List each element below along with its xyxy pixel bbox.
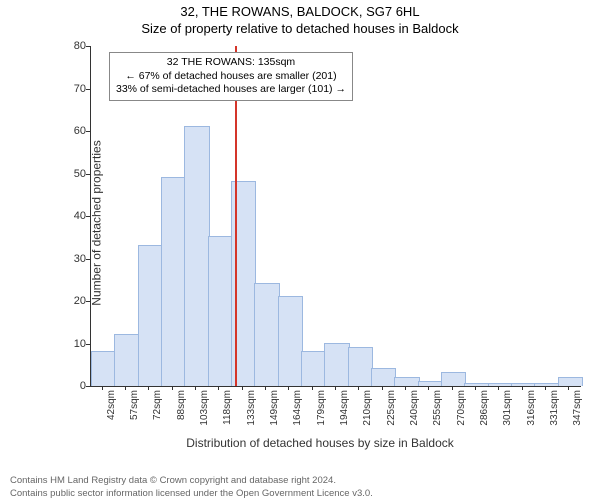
page-title-sub: Size of property relative to detached ho… [0,21,600,36]
x-axis-label: Distribution of detached houses by size … [60,436,580,450]
histogram-bar [138,245,163,386]
x-tick-label: 225sqm [386,390,397,426]
histogram-bar [558,377,583,387]
x-tick-label: 42sqm [106,390,117,420]
y-tick-label: 0 [62,380,86,392]
histogram-bar [208,236,233,386]
x-tick-label: 347sqm [572,390,583,426]
histogram-bar [441,372,466,386]
x-tick-label: 316sqm [526,390,537,426]
y-tick-label: 60 [62,125,86,137]
histogram-bar [324,343,349,387]
histogram-bar [161,177,186,386]
plot-area: 32 THE ROWANS: 135sqm← 67% of detached h… [90,46,581,387]
x-tick-label: 133sqm [246,390,257,426]
x-tick-label: 255sqm [432,390,443,426]
footer-line1: Contains HM Land Registry data © Crown c… [10,475,373,487]
histogram-bar [418,381,443,386]
footer-credits: Contains HM Land Registry data © Crown c… [10,475,373,500]
histogram-bar [394,377,419,387]
y-tick-label: 50 [62,168,86,180]
x-tick-label: 210sqm [362,390,373,426]
y-tick-label: 40 [62,210,86,222]
x-tick-label: 57sqm [129,390,140,420]
y-tick-label: 30 [62,253,86,265]
histogram-bar [254,283,279,386]
histogram-bar [488,383,513,386]
histogram-bar [114,334,139,386]
y-tick-label: 70 [62,83,86,95]
x-tick-label: 270sqm [456,390,467,426]
y-tick-label: 10 [62,338,86,350]
histogram-bar [371,368,396,386]
x-tick-label: 118sqm [222,390,233,425]
histogram-bar [184,126,209,386]
x-tick-label: 164sqm [292,390,303,426]
y-tick-label: 20 [62,295,86,307]
histogram-chart: Number of detached properties 32 THE ROW… [60,46,580,416]
histogram-bar [348,347,373,386]
x-tick-label: 149sqm [269,390,280,426]
x-tick-label: 286sqm [479,390,490,426]
annotation-line: 32 THE ROWANS: 135sqm [116,56,346,70]
x-tick-label: 88sqm [176,390,187,420]
histogram-bar [464,383,489,386]
x-tick-label: 301sqm [502,390,513,426]
annotation-box: 32 THE ROWANS: 135sqm← 67% of detached h… [109,52,353,101]
x-tick-label: 331sqm [549,390,560,426]
page-title-address: 32, THE ROWANS, BALDOCK, SG7 6HL [0,4,600,19]
x-tick-label: 240sqm [409,390,420,426]
x-tick-label: 103sqm [199,390,210,426]
annotation-line: 33% of semi-detached houses are larger (… [116,83,346,97]
footer-line2: Contains public sector information licen… [10,488,373,500]
y-tick-label: 80 [62,40,86,52]
x-tick-label: 194sqm [339,390,350,426]
histogram-bar [301,351,326,386]
x-tick-label: 179sqm [316,390,327,426]
histogram-bar [278,296,303,386]
x-tick-label: 72sqm [152,390,163,420]
histogram-bar [91,351,116,386]
histogram-bar [534,383,559,386]
annotation-line: ← 67% of detached houses are smaller (20… [116,70,346,84]
histogram-bar [511,383,536,386]
